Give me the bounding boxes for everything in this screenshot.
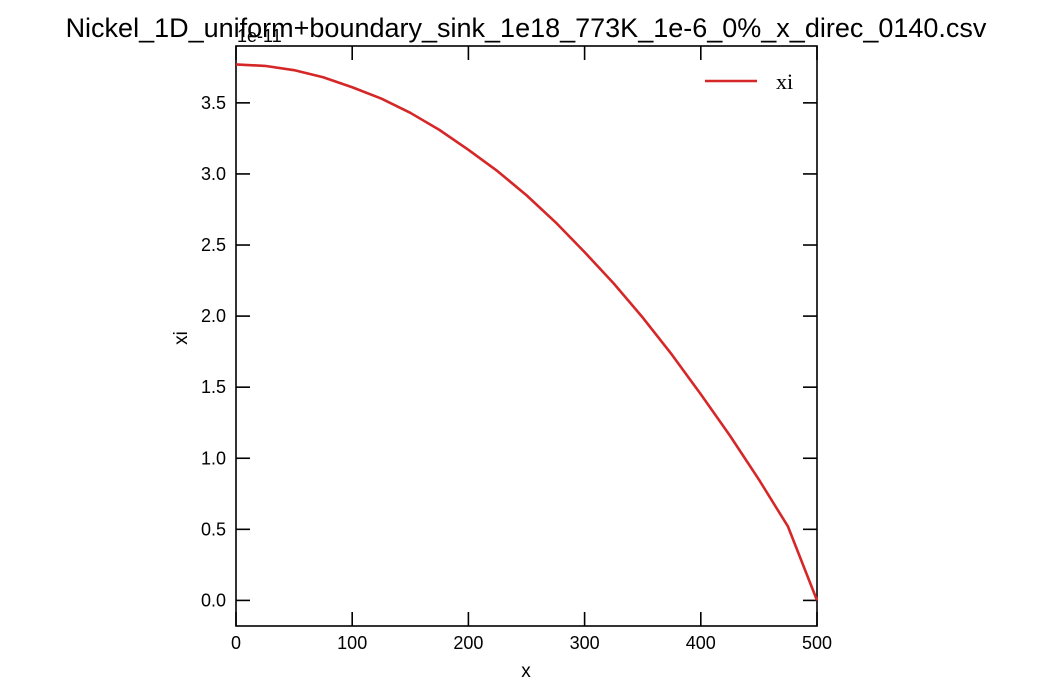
y-tick-label: 2.5 [201,235,226,255]
y-tick-label: 1.0 [201,448,226,468]
x-tick-label: 300 [570,633,600,653]
series-layer [235,63,819,601]
y-axis-label: xi [171,331,192,345]
y-offset-label: 1e-11 [237,26,282,46]
x-tick-label: 500 [802,633,832,653]
y-axis: 0.0 0.5 1.0 1.5 2.0 2.5 3.0 3.5 [201,93,817,610]
plot-area: 0 100 200 300 400 500 0.0 0.5 1.0 1.5 2.0 2.5 3.0 3.… [201,45,832,653]
series-line-xi [235,63,819,601]
x-tick-label: 400 [686,633,716,653]
y-tick-label: 1.5 [201,377,226,397]
legend-label-xi: xi [776,69,793,94]
y-tick-label: 3.5 [201,93,226,113]
x-axis: 0 100 200 300 400 500 [231,46,832,653]
plot-frame [235,45,818,627]
x-tick-label: 100 [337,633,367,653]
x-tick-label: 200 [453,633,483,653]
chart-title: Nickel_1D_uniform+boundary_sink_1e18_773… [66,13,987,43]
y-tick-label: 2.0 [201,306,226,326]
y-tick-label: 3.0 [201,164,226,184]
x-axis-label: x [521,661,531,682]
y-tick-label: 0.5 [201,519,226,539]
legend: xi [705,69,793,94]
y-tick-label: 0.0 [201,590,226,610]
x-tick-label: 0 [231,633,241,653]
